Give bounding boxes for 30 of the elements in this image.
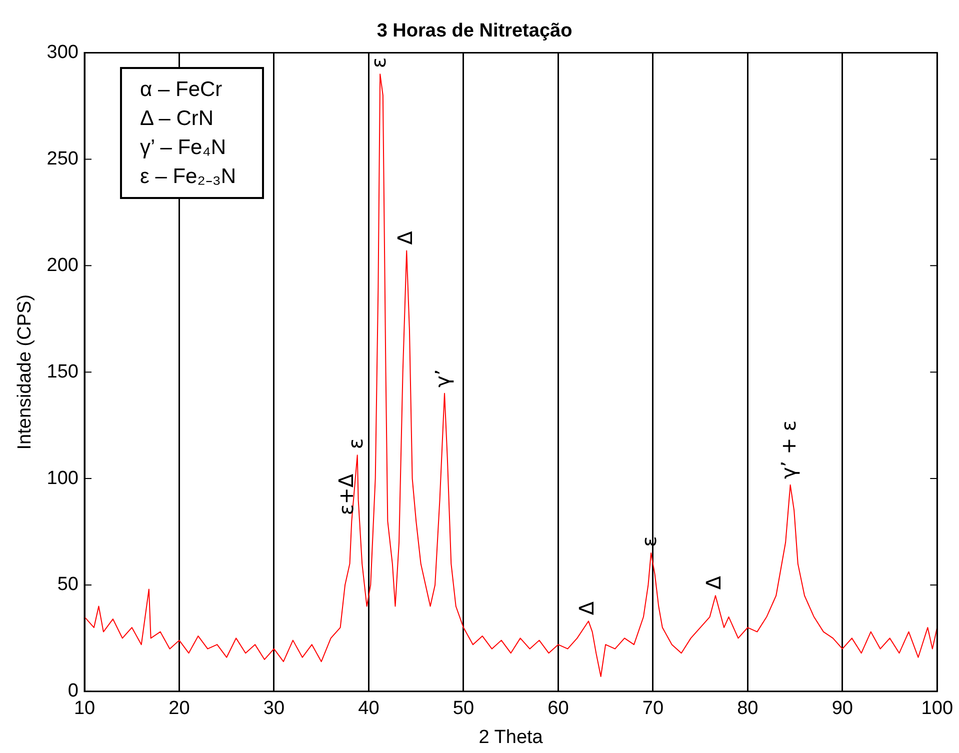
x-tick-label: 40 [358,698,380,720]
y-axis-title: Intensidade (CPS) [14,294,36,450]
y-tick-label: 50 [57,574,78,596]
x-tick-label: 70 [642,698,664,720]
annotation: Δ [574,601,599,616]
annotation: ε – Fe₂₋₃N [140,164,236,190]
annotation: γ’ + ε [776,420,801,479]
x-tick-label: 100 [921,698,953,720]
annotation: ε [366,57,390,68]
y-tick-label: 150 [46,361,78,382]
annotation: γ’ – Fe₄N [140,135,227,161]
annotation: ε [344,438,368,450]
chart-title: 3 Horas de Nitretação [376,20,572,42]
x-tick-label: 30 [263,698,285,720]
annotation: Δ [392,230,417,245]
y-tick-label: 200 [46,254,78,276]
x-tick-label: 80 [737,698,758,720]
y-tick-label: 100 [46,468,78,489]
annotation: ε+Δ [334,474,358,516]
annotation: α – FeCr [140,77,224,103]
annotation: Δ [702,576,726,590]
annotation: Δ – CrN [140,106,215,132]
x-tick-label: 20 [168,698,190,720]
x-tick-label: 60 [548,698,569,720]
annotation: γ’ [430,369,455,388]
y-tick-label: 300 [46,42,78,64]
x-tick-label: 90 [832,698,853,720]
x-tick-label: 50 [452,698,474,720]
y-tick-label: 250 [46,148,78,170]
x-axis-title: 2 Theta [478,726,544,748]
